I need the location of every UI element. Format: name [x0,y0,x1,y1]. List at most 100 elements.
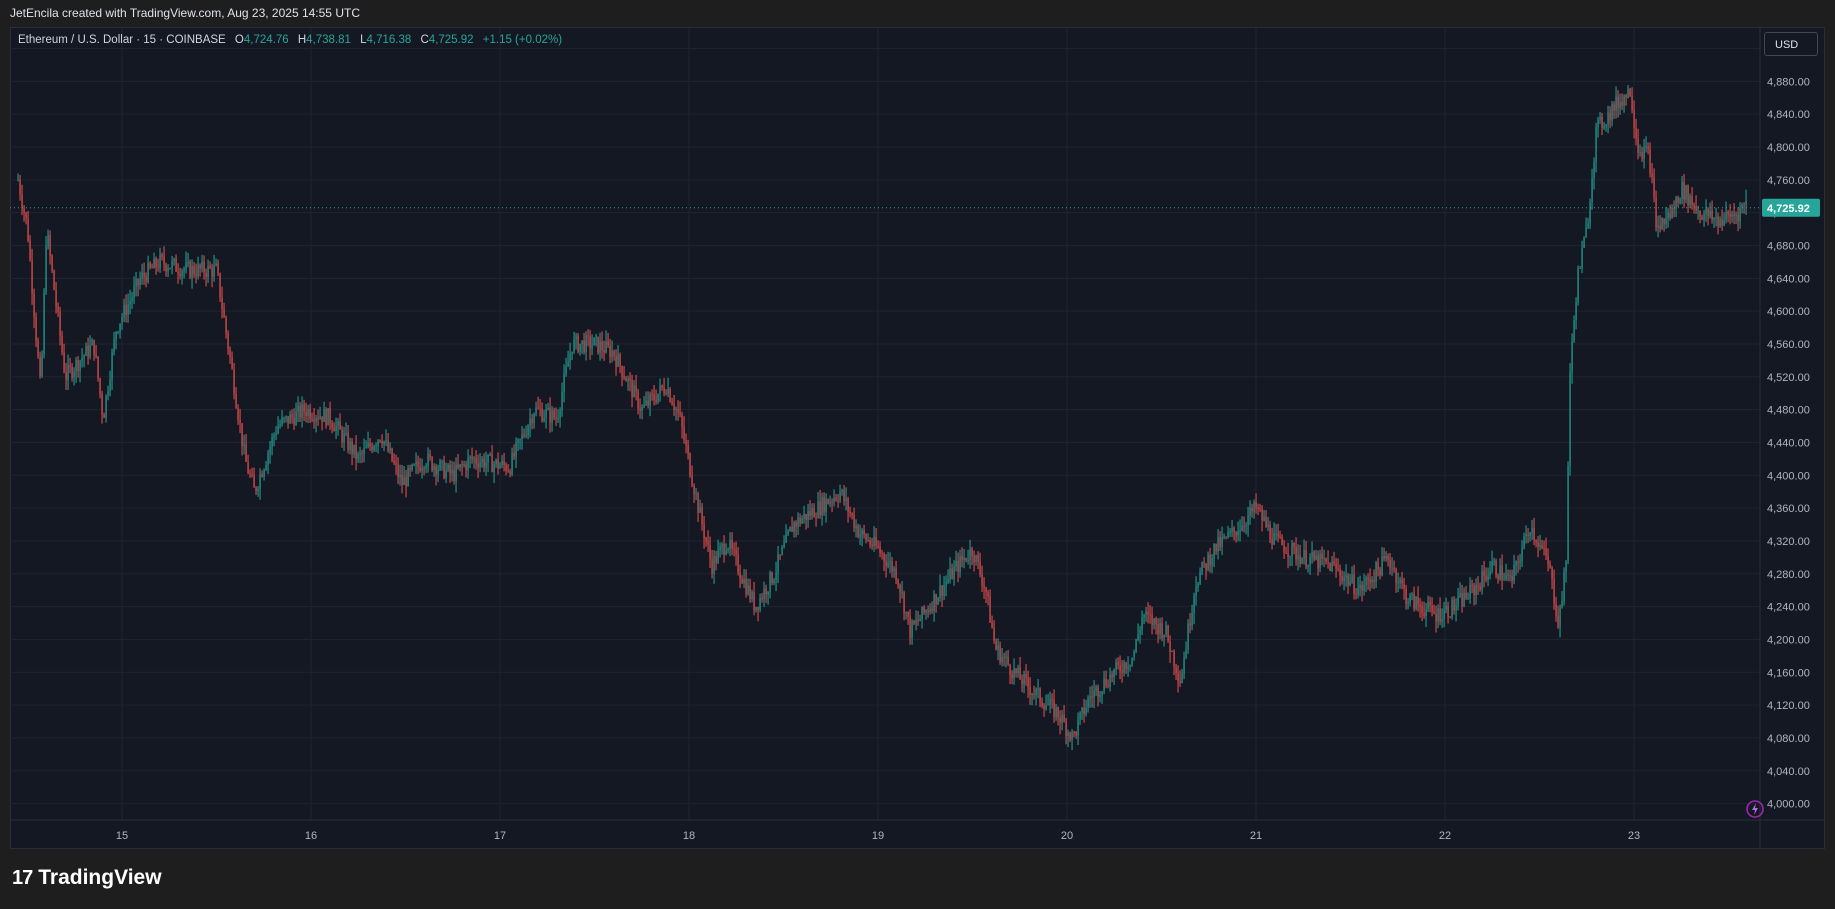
candle-body [1655,197,1657,228]
candle-body [729,539,731,549]
candle-body [1109,674,1111,687]
candle-body [471,456,473,459]
candle-body [1385,556,1387,559]
candle-body [1033,694,1035,696]
candle-body [885,560,887,567]
open-label: O [234,34,244,46]
candle-body [685,439,687,446]
candle-body [869,540,871,545]
candle-body [943,585,945,596]
candle-body [337,421,339,426]
candle-body [477,463,479,468]
candle-body [669,388,671,402]
y-tick-label: 4,440.00 [1767,437,1810,449]
candle-body [937,597,939,605]
candle-body [79,360,81,371]
candle-body [1313,551,1315,560]
candle-body [743,578,745,584]
candle-body [77,360,79,371]
y-tick-label: 4,160.00 [1767,667,1810,679]
candle-body [1311,551,1313,558]
candle-body [593,337,595,346]
candle-body [521,434,523,440]
candle-body [727,548,729,551]
candle-body [1227,532,1229,538]
candle-body [1507,574,1509,576]
candle-body [777,554,779,573]
candle-body [1305,550,1307,568]
symbol-title[interactable]: Ethereum / U.S. Dollar · 15 · COINBASE [18,34,226,46]
candle-body [539,408,541,410]
candle-body [1281,537,1283,545]
candle-body [65,371,67,381]
candle-body [215,263,217,266]
candle-body [1181,673,1183,684]
candle-body [969,548,971,560]
candle-body [621,366,623,377]
candle-body [419,466,421,471]
candle-body [1557,616,1559,628]
candle-body [275,433,277,436]
candle-body [1603,126,1605,128]
candle-body [1405,588,1407,604]
candle-body [589,336,591,349]
candle-body [835,497,837,500]
candle-body [1155,618,1157,624]
candle-body [351,441,353,455]
candle-body [1621,101,1623,107]
candle-body [185,262,187,270]
candle-body [587,335,589,337]
candle-body [291,414,293,418]
candle-body [233,368,235,395]
candle-body [1061,714,1063,723]
candle-body [69,365,71,367]
candle-body [987,592,989,597]
candle-body [547,407,549,410]
candle-body [557,417,559,419]
candle-body [1631,96,1633,111]
candle-body [341,429,343,443]
candle-body [23,208,25,213]
candle-body [795,522,797,527]
candle-body [1733,214,1735,216]
candle-body [1579,267,1581,269]
candle-body [709,544,711,559]
candle-body [263,469,265,477]
candle-body [1659,225,1661,229]
candle-body [863,530,865,535]
candle-body [1245,525,1247,527]
candle-body [1083,707,1085,715]
candle-body [1443,610,1445,620]
candle-body [687,445,689,454]
candle-body [1071,731,1073,740]
candle-body [1241,525,1243,531]
last-price-label: 4,725.92 [1767,203,1810,215]
candle-body [797,517,799,527]
candle-body [1299,555,1301,564]
currency-button[interactable]: USD [1764,32,1818,56]
x-tick-label: 19 [872,830,884,842]
candle-body [801,518,803,524]
candle-body [1201,561,1203,573]
y-tick-label: 4,120.00 [1767,700,1810,712]
candle-body [403,477,405,486]
candle-body [1173,650,1175,667]
candle-body [1323,558,1325,560]
candle-body [549,407,551,423]
candle-body [849,511,851,514]
candle-body [1341,575,1343,582]
candle-body [1537,542,1539,547]
candle-body [895,568,897,581]
candle-body [507,471,509,473]
lightning-icon[interactable] [1745,799,1765,819]
candle-body [245,444,247,462]
candle-body [421,468,423,471]
candle-body [755,607,757,611]
candle-body [1333,561,1335,564]
chart-pane[interactable] [10,27,1825,849]
candle-body [1615,96,1617,111]
candle-body [963,557,965,560]
candle-body [303,404,305,412]
candle-body [1691,195,1693,205]
